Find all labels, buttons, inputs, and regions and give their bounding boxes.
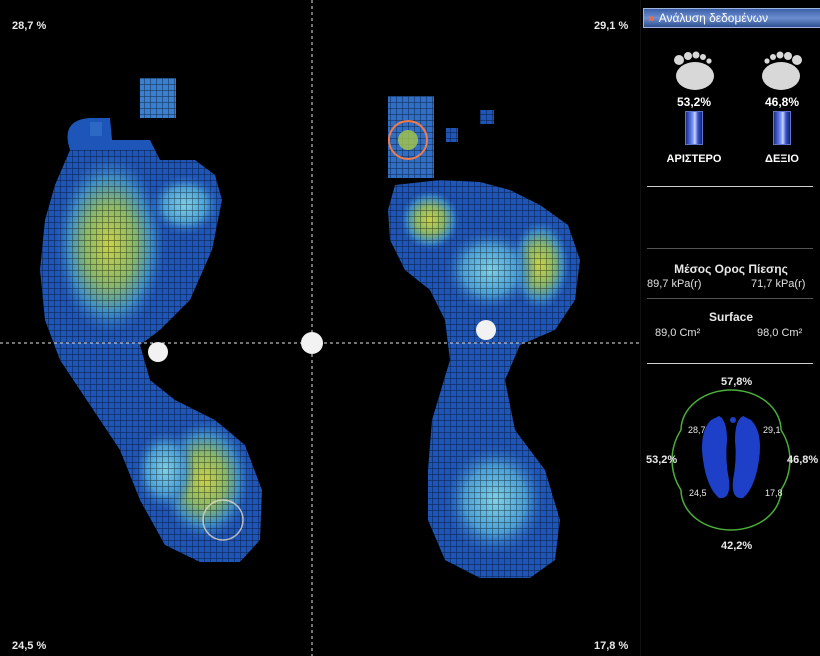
panel-header-title: Ανάλυση δεδομένων bbox=[658, 11, 769, 25]
top-left-percent: 28,7 % bbox=[12, 20, 47, 32]
right-foot-bar bbox=[773, 111, 791, 145]
mean-pressure-title: Μέσος Ορος Πίεσης bbox=[674, 262, 788, 276]
right-percent: 46,8% bbox=[787, 454, 819, 466]
quadrant-bottom-right: 17,8 bbox=[765, 488, 783, 498]
back-percent: 42,2% bbox=[721, 540, 753, 552]
divider bbox=[647, 363, 813, 364]
quadrant-top-left: 28,7 bbox=[688, 425, 706, 435]
heatmap-canvas bbox=[0, 0, 640, 656]
bottom-right-percent: 17,8 % bbox=[594, 640, 629, 652]
left-cop-marker bbox=[148, 342, 168, 362]
mean-pressure-left: 89,7 kPa(r) bbox=[647, 278, 702, 290]
left-foot-bar bbox=[685, 111, 703, 145]
right-foot-label: ΔΕΞΙΟ bbox=[765, 153, 799, 165]
double-chevron-icon: » bbox=[648, 11, 655, 25]
right-foot-summary: 46,8% ΔΕΞΙΟ bbox=[747, 50, 817, 165]
divider bbox=[647, 186, 813, 187]
front-percent: 57,8% bbox=[721, 376, 753, 388]
left-foot-percent: 53,2% bbox=[676, 95, 712, 109]
right-foot-percent: 46,8% bbox=[764, 95, 800, 109]
distribution-diagram bbox=[671, 389, 791, 531]
blue-right-foot-icon bbox=[732, 416, 760, 499]
right-footprint bbox=[388, 96, 588, 586]
left-percent: 53,2% bbox=[646, 454, 678, 466]
center-cop-marker bbox=[301, 332, 323, 354]
data-analysis-panel: » Ανάλυση δεδομένων 53,2% ΑΡΙΣΤΕΡΟ bbox=[640, 0, 820, 656]
left-footprint bbox=[40, 78, 270, 570]
divider bbox=[647, 248, 813, 249]
bottom-left-percent: 24,5 % bbox=[12, 640, 47, 652]
pressure-heatmap[interactable]: 28,7 % 29,1 % 24,5 % 17,8 % bbox=[0, 0, 640, 656]
left-foot-summary: 53,2% ΑΡΙΣΤΕΡΟ bbox=[659, 50, 729, 165]
divider bbox=[647, 298, 813, 299]
surface-right: 98,0 Cm² bbox=[757, 327, 803, 339]
mean-pressure-right: 71,7 kPa(r) bbox=[751, 278, 806, 290]
panel-header[interactable]: » Ανάλυση δεδομένων bbox=[643, 8, 820, 28]
quadrant-bottom-left: 24,5 bbox=[689, 488, 707, 498]
quadrant-top-right: 29,1 bbox=[763, 425, 781, 435]
surface-title: Surface bbox=[708, 310, 754, 324]
left-foot-icon bbox=[674, 51, 714, 90]
surface-left: 89,0 Cm² bbox=[655, 327, 701, 339]
blue-left-foot-icon bbox=[702, 416, 736, 499]
right-cop-marker bbox=[476, 320, 496, 340]
left-foot-label: ΑΡΙΣΤΕΡΟ bbox=[666, 153, 722, 165]
top-right-percent: 29,1 % bbox=[594, 20, 629, 32]
right-foot-icon bbox=[762, 51, 802, 90]
